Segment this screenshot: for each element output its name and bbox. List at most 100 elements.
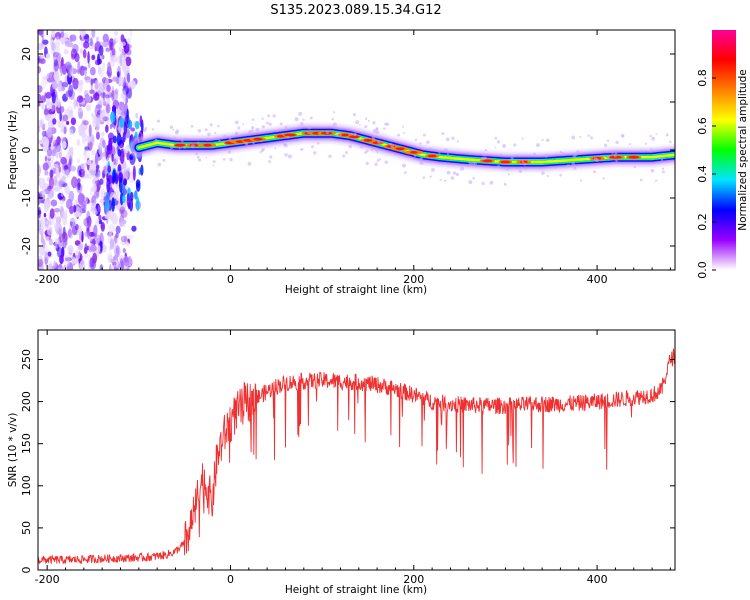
colorbar-tick-label: 0.2 bbox=[696, 213, 709, 231]
spectrogram-speckle bbox=[331, 117, 335, 121]
spectrogram-noise-blob bbox=[105, 113, 112, 126]
spectrogram-noise-blob bbox=[89, 37, 94, 47]
spectrogram-speckle bbox=[325, 130, 329, 134]
spectrogram-noise-blob bbox=[60, 127, 65, 134]
spectrogram-noise-blob bbox=[93, 200, 97, 208]
spectrogram-noise-blob bbox=[92, 210, 99, 215]
spectrogram-noise-blob bbox=[38, 43, 43, 51]
spectrogram-noise-blob bbox=[112, 43, 115, 50]
spectrogram-noise-blob bbox=[61, 140, 67, 149]
spectrogram-noise-blob bbox=[38, 222, 41, 231]
spectrogram-noise-blob bbox=[83, 120, 89, 126]
spectrogram-speckle bbox=[212, 164, 215, 167]
spectrogram-noise-blob bbox=[53, 261, 58, 268]
spectrogram-speckle bbox=[237, 126, 241, 130]
spectrogram-hotspot bbox=[203, 143, 212, 147]
spectrogram-noise-blob bbox=[84, 197, 89, 205]
spectrogram-noise-blob bbox=[38, 209, 42, 215]
spectrogram-speckle bbox=[261, 117, 264, 121]
spectrogram-transition-streak bbox=[119, 192, 124, 206]
spectrogram-speckle bbox=[573, 152, 578, 157]
spectrogram-speckle bbox=[521, 137, 524, 140]
spectrogram-noise-blob bbox=[92, 183, 97, 194]
spectrogram-noise-blob bbox=[90, 162, 96, 171]
spectrogram-speckle bbox=[524, 168, 527, 171]
spectrogram-noise-blob bbox=[38, 166, 42, 174]
spectrogram-speckle bbox=[205, 156, 208, 159]
spectrogram-noise-blob bbox=[86, 159, 92, 166]
spectrogram-speckle bbox=[306, 130, 310, 134]
spectrogram-speckle bbox=[261, 125, 266, 129]
spectrogram-noise-blob bbox=[45, 76, 49, 85]
spectrogram-speckle bbox=[450, 176, 455, 180]
spectrogram-transition-streak bbox=[111, 197, 116, 212]
spectrogram-noise-blob bbox=[131, 225, 137, 232]
spectrogram-noise-blob bbox=[40, 30, 44, 38]
spectrogram-speckle bbox=[518, 169, 523, 173]
spectrogram-speckle bbox=[375, 148, 379, 152]
spectrogram-noise-blob bbox=[84, 93, 90, 104]
spectrogram-noise-blob bbox=[57, 86, 64, 93]
spectrogram-noise-blob bbox=[59, 64, 62, 73]
spectrogram-x-label: Height of straight line (km) bbox=[285, 284, 427, 296]
spectrogram-noise-blob bbox=[84, 231, 91, 238]
spectrogram-noise-blob bbox=[109, 41, 114, 51]
spectrogram-speckle bbox=[481, 156, 486, 161]
spectrogram-noise-blob bbox=[47, 251, 52, 257]
spectrogram-transition-streak bbox=[132, 165, 136, 181]
spectrogram-x-tick-label: -200 bbox=[35, 273, 60, 286]
spectrogram-speckle bbox=[603, 143, 608, 148]
spectrogram-speckle bbox=[489, 180, 494, 185]
spectrogram-speckle bbox=[313, 151, 317, 155]
spectrogram-speckle bbox=[298, 111, 303, 116]
spectrogram-noise-blob bbox=[68, 228, 72, 238]
spectrogram-noise-blob bbox=[65, 61, 72, 71]
spectrogram-noise-blob bbox=[118, 255, 124, 262]
spectrogram-noise-blob bbox=[98, 45, 104, 56]
spectrogram-noise-blob bbox=[42, 39, 49, 45]
spectrogram-noise-blob bbox=[38, 65, 42, 74]
spectrogram-noise-blob bbox=[101, 95, 108, 105]
spectrogram-noise-blob bbox=[53, 207, 61, 213]
spectrogram-noise-blob bbox=[53, 51, 59, 58]
spectrogram-speckle bbox=[251, 118, 255, 121]
spectrogram-hotspot bbox=[253, 137, 263, 141]
spectrogram-hotspot bbox=[395, 147, 405, 151]
spectrogram-noise-blob bbox=[38, 119, 43, 128]
spectrogram-speckle bbox=[502, 144, 507, 148]
snr-x-tick-label: 400 bbox=[587, 573, 608, 586]
spectrogram-x-ticks: -200 0 200 400 bbox=[35, 30, 671, 286]
spectrogram-noise-blob bbox=[126, 241, 129, 246]
colorbar: 0.0 0.2 0.4 0.6 0.8 Normalized spectral ampl… bbox=[696, 30, 749, 279]
spectrogram-noise-blob bbox=[70, 117, 77, 126]
spectrogram-noise-blob bbox=[110, 258, 113, 264]
spectrogram-noise-blob bbox=[59, 205, 64, 210]
spectrogram-transition-streak bbox=[105, 124, 109, 133]
spectrogram-transition-streak bbox=[123, 121, 128, 135]
spectrogram-speckle bbox=[401, 163, 406, 168]
spectrogram-speckle bbox=[247, 161, 252, 166]
spectrogram-noise-blob bbox=[60, 31, 65, 38]
spectrogram-speckle bbox=[370, 148, 374, 151]
spectrogram-noise-blob bbox=[98, 82, 105, 90]
spectrogram-noise-blob bbox=[119, 206, 126, 214]
spectrogram-speckle bbox=[580, 179, 583, 182]
spectrogram-speckle bbox=[198, 158, 202, 162]
spectrogram-transition-streak bbox=[112, 169, 117, 183]
spectrogram-x-tick-label: 0 bbox=[227, 273, 234, 286]
spectrogram-noise-blob bbox=[123, 234, 128, 244]
spectrogram-speckle bbox=[443, 148, 448, 152]
spectrogram-noise-blob bbox=[45, 92, 52, 99]
spectrogram-speckle bbox=[430, 167, 435, 172]
spectrogram-noise-blob bbox=[52, 163, 59, 169]
spectrogram-noise-blob bbox=[123, 76, 127, 90]
spectrogram-noise-blob bbox=[71, 53, 76, 60]
spectrogram-noise-blob bbox=[69, 155, 72, 166]
spectrogram-noise-blob bbox=[112, 76, 118, 82]
spectrogram-y-label: Frequency (Hz) bbox=[7, 110, 19, 189]
spectrogram-noise-blob bbox=[92, 252, 98, 264]
spectrogram-noise-blob bbox=[97, 99, 105, 105]
spectrogram-y-tick-label: 20 bbox=[20, 47, 33, 61]
spectrogram-noise-blob bbox=[114, 88, 119, 95]
spectrogram-noise-blob bbox=[99, 67, 104, 78]
